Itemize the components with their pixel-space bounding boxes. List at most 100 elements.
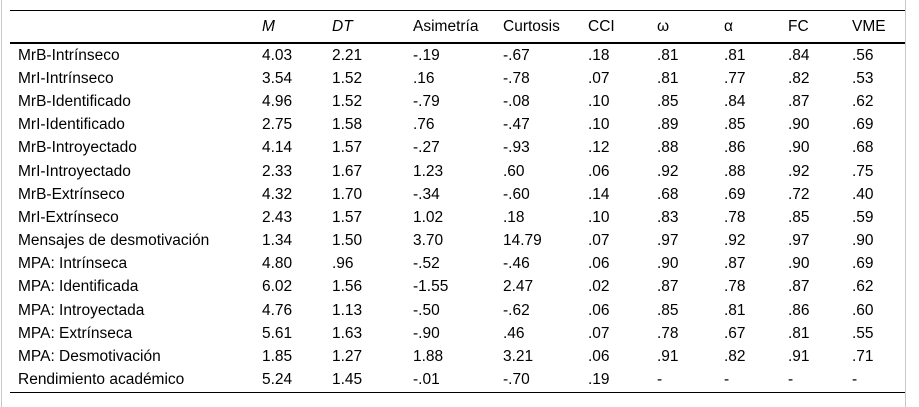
cell-value: 1.57	[332, 208, 363, 226]
cell-value: .07	[588, 324, 610, 342]
cell-value: 2.75	[262, 116, 293, 134]
row-label: MPA: Introyectada	[18, 301, 145, 319]
cell-value: .62	[852, 278, 874, 296]
cell-value: 1.57	[332, 139, 363, 157]
cell-value: 2.47	[503, 278, 534, 296]
cell-value: .88	[724, 162, 746, 180]
cell-value: .72	[788, 185, 810, 203]
cell-value: 2.21	[332, 46, 363, 64]
cell-value: .69	[724, 185, 746, 203]
cell-value: 1.34	[262, 232, 293, 250]
cell-value: .18	[588, 46, 610, 64]
cell-value: -	[788, 371, 794, 389]
cell-value: .87	[788, 92, 810, 110]
row-label: Mensajes de desmotivación	[18, 232, 210, 250]
cell-value: .87	[657, 278, 679, 296]
table-row: Rendimiento académico 5.24 1.45 -.01 -.70 .19…	[10, 369, 905, 393]
header-row: M DT Asimetría Curtosis CCI ω α FC VME	[10, 10, 905, 44]
cell-value: 3.70	[413, 232, 444, 250]
row-label: MrB-Intrínseco	[18, 46, 120, 64]
cell-value: -.60	[503, 185, 530, 203]
cell-value: .10	[588, 208, 610, 226]
cell-value: .07	[588, 232, 610, 250]
column-header-m: M	[254, 10, 324, 44]
cell-value: .06	[588, 255, 610, 273]
cell-value: .86	[724, 139, 746, 157]
cell-value: -	[724, 371, 730, 389]
cell-value: .69	[852, 116, 874, 134]
cell-value: .87	[788, 278, 810, 296]
cell-value: .84	[724, 92, 746, 110]
cell-value: 3.54	[262, 69, 293, 87]
cell-value: .59	[852, 208, 874, 226]
cell-value: .12	[588, 139, 610, 157]
cell-value: -.27	[413, 139, 440, 157]
table-row: MPA: Intrínseca 4.80 .96 -.52 -.46 .06 .90 .87.…	[10, 253, 905, 276]
cell-value: -	[657, 371, 663, 389]
row-label-header	[10, 10, 254, 44]
cell-value: .90	[657, 255, 679, 273]
column-header-vme: VME	[844, 10, 905, 44]
cell-value: .92	[657, 162, 679, 180]
cell-value: 1.50	[332, 232, 363, 250]
cell-value: .81	[724, 46, 746, 64]
row-label: MrI-Extrínseco	[18, 208, 119, 226]
cell-value: .90	[788, 139, 810, 157]
cell-value: .89	[657, 116, 679, 134]
cell-value: .90	[852, 232, 874, 250]
cell-value: 14.79	[503, 232, 542, 250]
cell-value: .85	[657, 301, 679, 319]
cell-value: .96	[332, 255, 354, 273]
table-row: MrI-Identificado 2.75 1.58 .76 -.47 .10 .89 .85…	[10, 114, 905, 137]
cell-value: 1.88	[413, 348, 444, 366]
row-label: MPA: Desmotivación	[18, 348, 161, 366]
cell-value: -.52	[413, 255, 440, 273]
cell-value: -.93	[503, 139, 530, 157]
row-label: MrB-Introyectado	[18, 139, 137, 157]
cell-value: 1.56	[332, 278, 363, 296]
cell-value: 1.67	[332, 162, 363, 180]
cell-value: -1.55	[413, 278, 449, 296]
cell-value: 1.45	[332, 371, 363, 389]
cell-value: .10	[588, 92, 610, 110]
column-header-curtosis: Curtosis	[495, 10, 580, 44]
table-row: MPA: Extrínseca 5.61 1.63 -.90 .46 .07 .78 .67.…	[10, 322, 905, 345]
cell-value: .16	[413, 69, 435, 87]
cell-value: .90	[788, 116, 810, 134]
cell-value: 5.61	[262, 324, 293, 342]
cell-value: .46	[503, 324, 525, 342]
right-clip-edge	[905, 0, 906, 407]
cell-value: .06	[588, 348, 610, 366]
cell-value: .82	[788, 69, 810, 87]
cell-value: .78	[724, 278, 746, 296]
cell-value: -.78	[503, 69, 530, 87]
cell-value: .77	[724, 69, 746, 87]
cell-value: .81	[788, 324, 810, 342]
cell-value: .10	[588, 116, 610, 134]
cell-value: .97	[657, 232, 679, 250]
cell-value: 1.23	[413, 162, 444, 180]
cell-value: 1.52	[332, 69, 363, 87]
row-label: MrI-Identificado	[18, 116, 125, 134]
cell-value: .62	[852, 92, 874, 110]
table-row: MrI-Introyectado 2.33 1.67 1.23 .60 .06 .92 .88…	[10, 160, 905, 183]
table-row: MrB-Intrínseco 4.03 2.21 -.19 -.67 .18 .81 .81.…	[10, 43, 905, 67]
cell-value: .81	[724, 301, 746, 319]
cell-value: -.62	[503, 301, 530, 319]
cell-value: .78	[657, 324, 679, 342]
row-label: MrB-Extrínseco	[18, 185, 125, 203]
cell-value: 4.14	[262, 139, 293, 157]
cell-value: .76	[413, 116, 435, 134]
row-label: MPA: Identificada	[18, 278, 139, 296]
column-header-fc: FC	[780, 10, 844, 44]
cell-value: 1.70	[332, 185, 363, 203]
table-row: MrB-Identificado 4.96 1.52 -.79 -.08 .10 .85 .8…	[10, 90, 905, 113]
column-header-omega: ω	[649, 10, 716, 44]
cell-value: .60	[503, 162, 525, 180]
cell-value: .56	[852, 46, 874, 64]
cell-value: .02	[588, 278, 610, 296]
row-label: Rendimiento académico	[18, 371, 185, 389]
cell-value: .75	[852, 162, 874, 180]
cell-value: -.01	[413, 371, 440, 389]
cell-value: 1.02	[413, 208, 444, 226]
